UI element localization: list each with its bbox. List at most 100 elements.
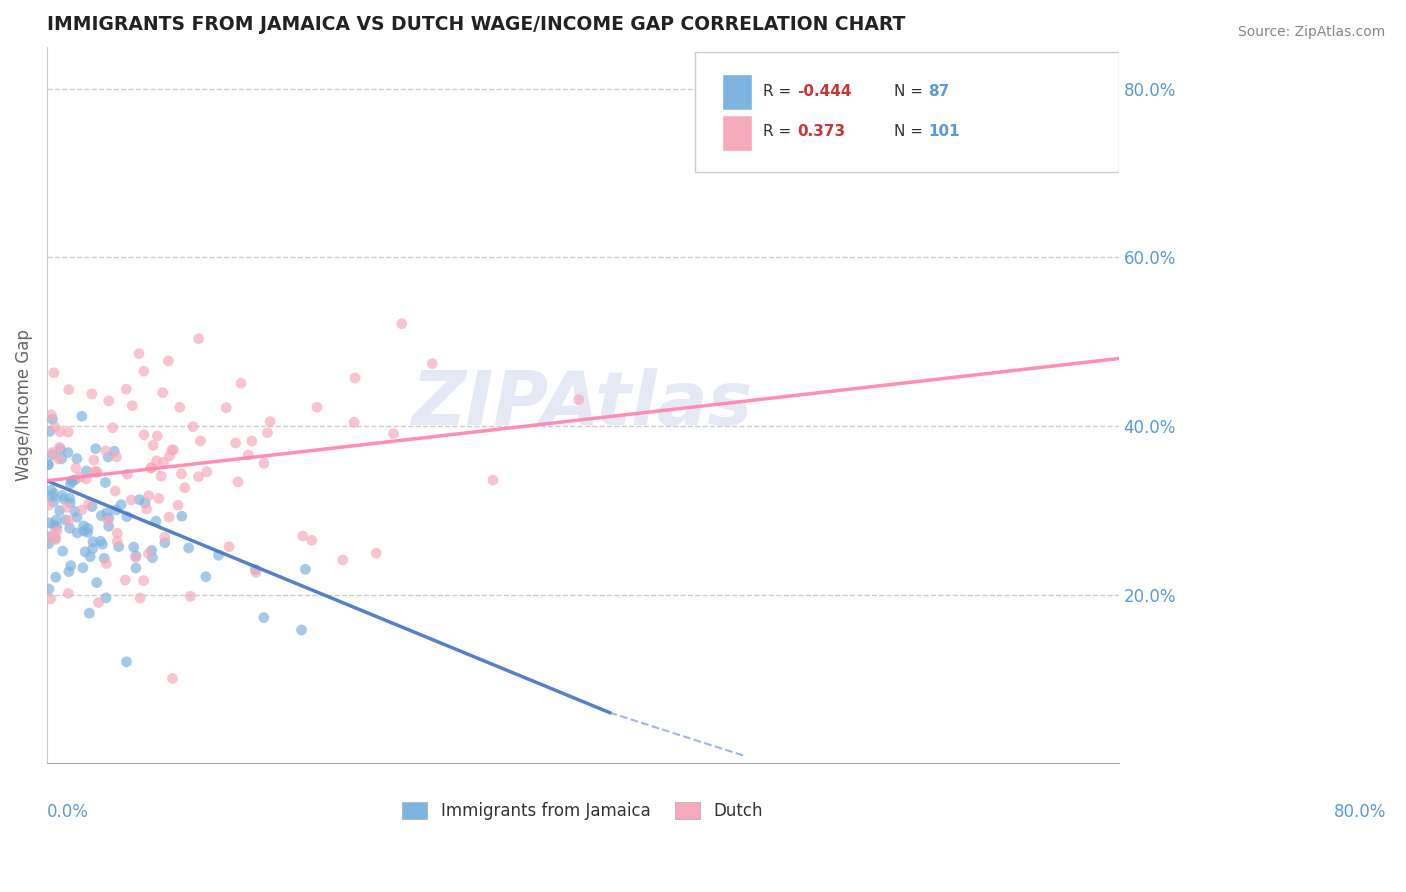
Point [89, 534, 111, 549]
Point [177, 541, 200, 555]
Point [41, 448, 63, 462]
Point [45, 519, 67, 533]
Point [134, 496, 156, 510]
Point [162, 672, 184, 686]
Point [83, 453, 105, 467]
Point [226, 475, 249, 489]
Point [115, 382, 138, 396]
Point [44, 533, 66, 547]
Point [115, 655, 138, 669]
Point [229, 376, 252, 391]
FancyBboxPatch shape [723, 115, 752, 151]
Point [170, 467, 193, 481]
Point [366, 546, 388, 560]
Text: N =: N = [894, 84, 928, 99]
Point [103, 444, 125, 458]
Point [332, 553, 354, 567]
Point [42, 518, 65, 533]
Point [42, 495, 65, 509]
Point [51, 451, 73, 466]
Point [52, 544, 75, 558]
Point [86, 465, 108, 479]
Text: R =: R = [763, 84, 796, 99]
Point [76, 525, 98, 540]
Point [86, 575, 108, 590]
Point [96, 506, 118, 520]
Point [294, 562, 316, 576]
Point [157, 354, 180, 368]
Point [45, 570, 67, 584]
Point [66, 525, 89, 540]
Point [105, 450, 128, 464]
Point [65, 461, 87, 475]
Point [159, 449, 181, 463]
Point [225, 436, 247, 450]
Point [66, 510, 89, 524]
Point [301, 533, 323, 548]
Point [51, 488, 73, 502]
Point [42, 486, 65, 500]
Point [145, 454, 167, 468]
Point [44, 531, 66, 545]
Point [48, 440, 70, 454]
Point [63, 473, 86, 487]
Point [80, 387, 103, 401]
Point [162, 442, 184, 457]
Point [187, 469, 209, 483]
Point [75, 472, 97, 486]
Point [253, 610, 276, 624]
Point [128, 492, 150, 507]
Text: R =: R = [763, 124, 796, 139]
Point [41, 445, 63, 459]
Point [138, 489, 160, 503]
Point [291, 529, 314, 543]
Point [207, 548, 229, 562]
Point [41, 412, 63, 426]
Point [152, 455, 174, 469]
Point [37, 458, 59, 472]
Point [66, 451, 89, 466]
Point [135, 501, 157, 516]
Point [157, 510, 180, 524]
Point [77, 497, 100, 511]
Point [39, 483, 62, 498]
Point [56, 445, 79, 459]
Point [70, 409, 93, 424]
Point [245, 563, 267, 577]
Point [170, 509, 193, 524]
Point [129, 591, 152, 605]
Point [139, 461, 162, 475]
Point [39, 591, 62, 606]
Point [58, 425, 80, 439]
Point [37, 530, 59, 544]
Point [45, 524, 67, 539]
Point [245, 566, 267, 580]
Point [79, 606, 101, 620]
Text: -0.444: -0.444 [797, 84, 852, 99]
Text: ZIPAtlas: ZIPAtlas [412, 368, 754, 442]
FancyBboxPatch shape [723, 74, 752, 110]
Point [105, 526, 128, 541]
Point [141, 543, 163, 558]
Point [39, 408, 62, 422]
Point [84, 464, 107, 478]
Point [128, 346, 150, 360]
Point [70, 503, 93, 517]
Point [94, 475, 117, 490]
Point [72, 519, 94, 533]
Point [90, 508, 112, 523]
Point [38, 582, 60, 596]
Point [391, 317, 413, 331]
Point [75, 464, 97, 478]
Point [117, 467, 139, 482]
Point [122, 540, 145, 554]
Point [132, 574, 155, 588]
Point [44, 420, 66, 434]
Point [420, 357, 443, 371]
Point [253, 456, 276, 470]
Point [59, 558, 82, 573]
Point [141, 550, 163, 565]
Point [59, 476, 82, 491]
Point [58, 565, 80, 579]
Point [39, 531, 62, 545]
